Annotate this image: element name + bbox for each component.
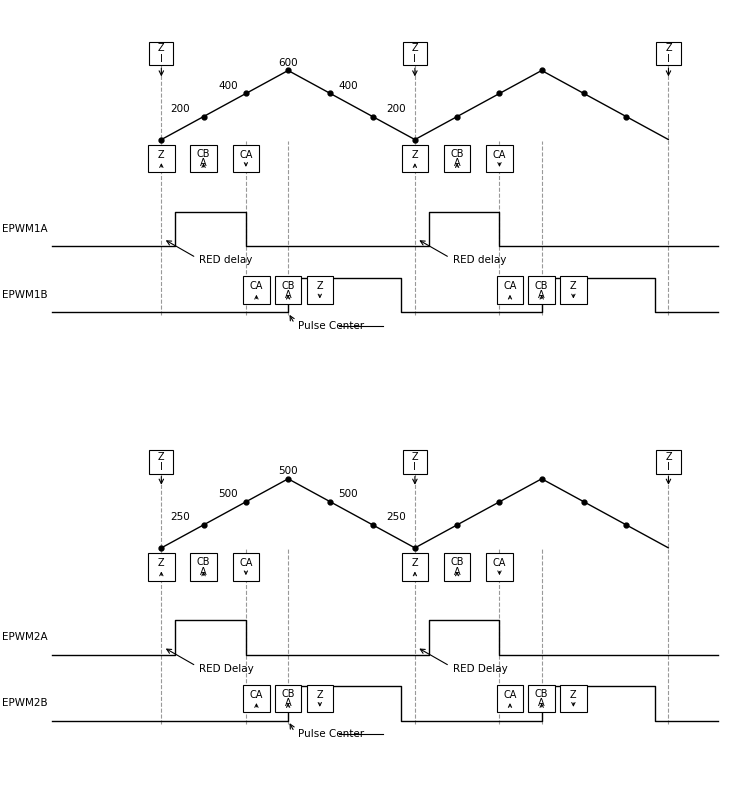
Text: CA: CA: [493, 558, 506, 568]
Text: A: A: [454, 567, 460, 577]
Text: I: I: [667, 54, 670, 64]
Text: Z: Z: [158, 452, 164, 462]
Bar: [275, 685, 301, 712]
Text: CA: CA: [503, 281, 517, 292]
Text: 500: 500: [279, 466, 298, 476]
Bar: [243, 277, 270, 304]
Text: CA: CA: [240, 150, 252, 160]
Text: A: A: [285, 698, 291, 708]
Text: CB: CB: [451, 149, 464, 159]
Text: A: A: [201, 567, 207, 577]
Text: I: I: [160, 462, 163, 472]
Text: 400: 400: [219, 81, 238, 91]
Bar: [233, 145, 259, 173]
Bar: [149, 450, 173, 474]
Text: CB: CB: [282, 281, 295, 291]
Text: CA: CA: [503, 690, 517, 700]
Bar: [233, 553, 259, 581]
Text: RED delay: RED delay: [199, 255, 253, 266]
Bar: [148, 553, 175, 581]
Bar: [444, 145, 470, 173]
Bar: [656, 450, 680, 474]
Text: Pulse Center: Pulse Center: [297, 322, 363, 331]
Text: Z: Z: [412, 43, 418, 54]
Text: RED delay: RED delay: [453, 255, 506, 266]
Text: CB: CB: [451, 557, 464, 567]
Text: A: A: [285, 290, 291, 300]
Bar: [486, 145, 513, 173]
Text: 250: 250: [170, 512, 189, 522]
Text: 600: 600: [279, 58, 298, 68]
Text: A: A: [538, 290, 545, 300]
Text: Z: Z: [316, 690, 323, 700]
Text: RED Delay: RED Delay: [453, 663, 508, 674]
Bar: [560, 277, 587, 304]
Text: I: I: [667, 462, 670, 472]
Text: CA: CA: [250, 690, 263, 700]
Text: RED Delay: RED Delay: [199, 663, 254, 674]
Text: I: I: [414, 54, 416, 64]
Bar: [243, 685, 270, 712]
Text: 200: 200: [387, 104, 406, 114]
Text: CB: CB: [535, 281, 548, 291]
Text: Z: Z: [665, 452, 672, 462]
Text: EPWM1A: EPWM1A: [2, 224, 47, 234]
Bar: [190, 145, 217, 173]
Text: EPWM1B: EPWM1B: [2, 290, 47, 300]
Text: 500: 500: [338, 489, 357, 500]
Text: Z: Z: [570, 690, 577, 700]
Bar: [486, 553, 513, 581]
Bar: [148, 145, 175, 173]
Bar: [190, 553, 217, 581]
Text: A: A: [454, 158, 460, 169]
Text: CB: CB: [535, 689, 548, 699]
Bar: [656, 42, 680, 65]
Bar: [403, 450, 427, 474]
Text: Z: Z: [412, 150, 418, 160]
Bar: [529, 277, 555, 304]
Text: Pulse Center: Pulse Center: [297, 730, 363, 739]
Bar: [275, 277, 301, 304]
Text: A: A: [201, 158, 207, 169]
Bar: [306, 685, 333, 712]
Text: 250: 250: [387, 512, 406, 522]
Text: Z: Z: [158, 43, 164, 54]
Text: CA: CA: [493, 150, 506, 160]
Bar: [306, 277, 333, 304]
Text: CB: CB: [282, 689, 295, 699]
Text: EPWM2B: EPWM2B: [2, 698, 47, 708]
Text: A: A: [538, 698, 545, 708]
Text: Z: Z: [665, 43, 672, 54]
Bar: [444, 553, 470, 581]
Text: Z: Z: [412, 452, 418, 462]
Text: Z: Z: [412, 558, 418, 568]
Bar: [149, 42, 173, 65]
Text: 500: 500: [219, 489, 238, 500]
Text: Z: Z: [158, 558, 164, 568]
Text: EPWM2A: EPWM2A: [2, 633, 47, 642]
Text: Z: Z: [316, 281, 323, 292]
Bar: [496, 277, 523, 304]
Text: CA: CA: [240, 558, 252, 568]
Bar: [402, 145, 428, 173]
Bar: [496, 685, 523, 712]
Text: I: I: [414, 462, 416, 472]
Bar: [529, 685, 555, 712]
Bar: [402, 553, 428, 581]
Text: CB: CB: [197, 557, 210, 567]
Bar: [403, 42, 427, 65]
Text: CA: CA: [250, 281, 263, 292]
Text: I: I: [160, 54, 163, 64]
Text: Z: Z: [158, 150, 164, 160]
Text: CB: CB: [197, 149, 210, 159]
Text: Z: Z: [570, 281, 577, 292]
Bar: [560, 685, 587, 712]
Text: 400: 400: [338, 81, 357, 91]
Text: 200: 200: [170, 104, 189, 114]
